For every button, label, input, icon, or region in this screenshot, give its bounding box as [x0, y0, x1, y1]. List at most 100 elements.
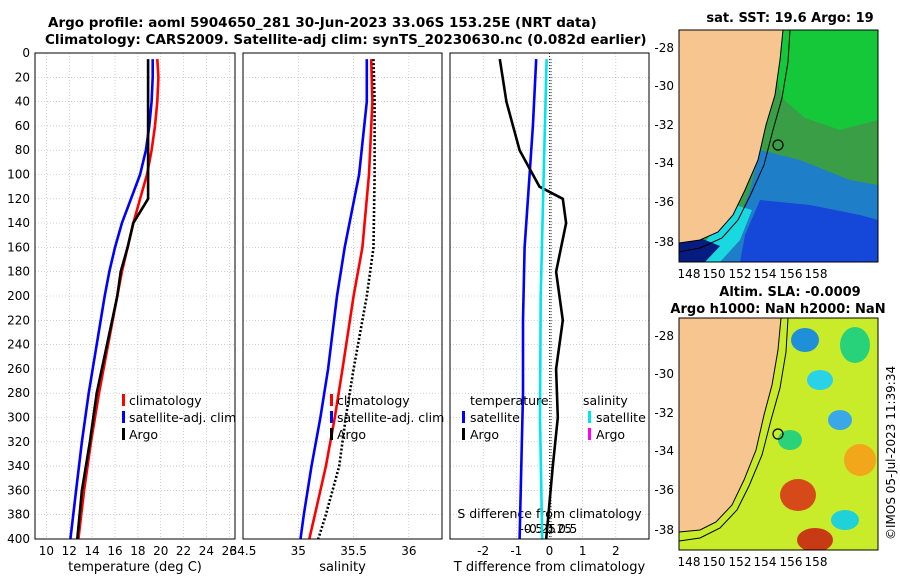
y-tick-label: 80 [15, 143, 30, 157]
series-t-satellite [518, 59, 538, 540]
y-tick-label: 0 [22, 46, 30, 60]
map-lon-tick-label: 156 [780, 267, 803, 281]
series-argo [76, 59, 150, 540]
sla-land [679, 318, 781, 532]
figure-title-line1: Argo profile: aoml 5904650_281 30-Jun-20… [48, 15, 597, 31]
legend-header-salinity: salinity [583, 393, 628, 408]
legend-swatch [122, 428, 125, 440]
legend-swatch [330, 411, 333, 423]
panel-temperature: 0 20 40 60 80 100 120 140 160 180 200 220 240 260 280 3… [7, 46, 237, 575]
legend-label: satellite-adj. clim [337, 410, 444, 425]
legend-label: climatology [337, 393, 410, 408]
figure-title-line2: Climatology: CARS2009. Satellite-adj cli… [45, 32, 647, 48]
y-tick-label: 160 [7, 240, 30, 254]
map-lon-tick-label: 150 [703, 555, 726, 569]
legend-swatch [330, 428, 333, 440]
salinity-diff-tick-label: 0 [546, 522, 554, 536]
legend-swatch [462, 411, 465, 423]
y-tick-label: 400 [7, 532, 30, 546]
y-tick-label: 40 [15, 95, 30, 109]
y-tick-label: 60 [15, 119, 30, 133]
sla-eddy-5 [844, 444, 876, 476]
y-tick-label: 280 [7, 386, 30, 400]
salinity-diff-tick-label: -0.5 [520, 522, 543, 536]
x-tick-label: 35.5 [340, 544, 367, 558]
y-tick-label: 220 [7, 313, 30, 327]
map-lon-tick-label: 148 [678, 555, 701, 569]
legend-label: Argo [596, 427, 625, 442]
y-tick-label: 120 [7, 192, 30, 206]
x-tick-label: 22 [176, 544, 191, 558]
sla-argo-position-marker [772, 428, 784, 440]
sla-eddy-3 [807, 370, 833, 390]
map-lat-tick-label: -38 [654, 235, 674, 249]
legend-swatch [122, 394, 125, 406]
map-lon-tick-label: 152 [729, 267, 752, 281]
legend-label: Argo [337, 427, 366, 442]
panel-salinity: 34.5 35 35.5 36 salinity climatology satellite… [230, 52, 444, 575]
legend-swatch [122, 411, 125, 423]
legend-label: climatology [129, 393, 202, 408]
sst-argo-position-marker [772, 139, 784, 151]
series-satellite-adj-clim [299, 59, 369, 540]
y-tick-label: 20 [15, 70, 30, 84]
y-tick-label: 380 [7, 508, 30, 522]
axes-frame [449, 52, 650, 540]
y-tick-label: 360 [7, 483, 30, 497]
x-tick-label: 16 [107, 544, 122, 558]
legend-label: Argo [470, 427, 499, 442]
series-climatology [77, 59, 160, 540]
map-annotations-1: sat. SST: 19.6 Argo: 19 -28 -30 -32 -34 -36 -3… [654, 11, 873, 281]
sla-eddy-6 [780, 479, 816, 511]
series-climatology [308, 59, 374, 540]
legend-swatch [462, 428, 465, 440]
map-subtitle: Argo h1000: NaN h2000: NaN [670, 302, 885, 317]
map-lat-tick-label: -28 [654, 41, 674, 55]
map-lon-tick-label: 158 [805, 555, 828, 569]
map-lat-tick-label: -30 [654, 79, 674, 93]
y-tick-label: 200 [7, 289, 30, 303]
x-tick-label: 20 [153, 544, 168, 558]
x-tick-label: 34.5 [230, 544, 257, 558]
map-lat-tick-label: -32 [654, 118, 674, 132]
map-title: sat. SST: 19.6 Argo: 19 [706, 11, 873, 26]
salinity-diff-tick-label: 0.5 [558, 522, 577, 536]
map-lat-tick-label: -36 [654, 483, 674, 497]
sla-map-frame [678, 317, 879, 551]
sla-eddy-7 [831, 510, 859, 530]
sla-eddy-4 [828, 410, 852, 430]
x-tick-label: 35 [291, 544, 306, 558]
x-tick-label: 0 [546, 544, 554, 558]
y-tick-label: 340 [7, 459, 30, 473]
map-lon-tick-label: 154 [754, 555, 777, 569]
x-tick-label: -1 [510, 544, 522, 558]
x-tick-label: 24 [199, 544, 214, 558]
map-lon-tick-label: 152 [729, 555, 752, 569]
series-t-argo [498, 58, 568, 540]
x-axis-label: temperature (deg C) [68, 560, 202, 575]
imos-watermark: ©IMOS 05-Jul-2023 11:39:34 [884, 365, 898, 540]
map-lon-tick-label: 156 [780, 555, 803, 569]
y-tick-label: 240 [7, 338, 30, 352]
series-s-satellite [538, 59, 548, 540]
sla-eddy-2 [840, 327, 870, 363]
sst-land [679, 30, 783, 243]
map-lat-tick-label: -28 [654, 329, 674, 343]
x-tick-label: 10 [39, 544, 54, 558]
sst-coastline [679, 30, 784, 244]
map-lon-tick-label: 150 [703, 267, 726, 281]
sla-map [679, 318, 878, 550]
axes-frame [242, 52, 443, 540]
sla-eddy-8 [797, 528, 833, 550]
sst-map [679, 30, 878, 262]
legend-swatch [588, 428, 591, 440]
map-lon-tick-label: 158 [805, 267, 828, 281]
legend-label: Argo [129, 427, 158, 442]
map-lat-tick-label: -34 [654, 444, 674, 458]
legend-swatch [330, 394, 333, 406]
salinity-diff-tick-label: 0.25 [545, 522, 572, 536]
y-tick-label: 320 [7, 435, 30, 449]
x-tick-label: -2 [477, 544, 489, 558]
y-tick-label: 100 [7, 168, 30, 182]
